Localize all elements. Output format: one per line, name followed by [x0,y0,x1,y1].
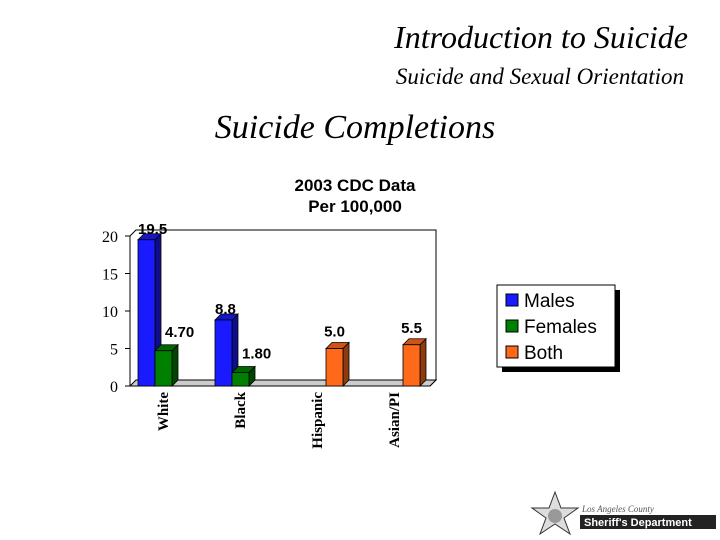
legend-swatch [505,319,519,333]
value-label: 5.5 [401,320,422,337]
value-label: 5.0 [324,324,345,341]
bar [402,344,421,387]
chart-area: 0 5 10 15 20 White Black Hispanic Asian/PI 19.5 8.… [102,221,427,449]
x-tick-label: Asian/PI [387,392,403,448]
value-label: 4.70 [165,324,194,341]
legend-label: Males [524,291,575,312]
y-tick-label: 10 [102,304,118,321]
x-tick-label: White [156,392,172,432]
y-tick-label: 20 [102,229,118,246]
value-label: 1.80 [242,346,271,363]
bar [137,239,156,387]
chart-title: 2003 CDC Data [295,176,416,195]
bar-side [171,343,179,387]
bar [214,319,233,387]
y-tick-label: 5 [110,342,118,359]
slide-subtitle: Suicide and Sexual Orientation [396,64,684,89]
legend-label: Both [524,343,563,364]
chart-title: Per 100,000 [308,197,402,216]
x-tick-label: Black [233,391,249,428]
legend-entries: Males Females Both [505,291,597,364]
logo-seal [548,509,562,523]
bar [154,350,173,387]
bar [231,372,250,387]
logo-text: Los Angeles County [581,504,654,514]
legend-swatch [505,345,519,359]
x-tick-label: Hispanic [310,392,326,449]
logo-text: Sheriff's Department [584,517,692,529]
value-label: 19.5 [138,221,167,238]
logo: Los Angeles County Sheriff's Department [530,490,716,536]
legend-swatch [505,293,519,307]
bar-side [342,341,350,387]
slide-title: Introduction to Suicide [393,19,688,55]
value-label: 8.8 [215,301,236,318]
legend-label: Females [524,317,597,338]
bar [325,348,344,387]
y-tick-label: 0 [110,379,118,396]
logo-band [580,515,716,529]
slide-heading: Suicide Completions [215,109,495,146]
y-tick-label: 15 [102,267,118,284]
bar-side [419,337,427,387]
